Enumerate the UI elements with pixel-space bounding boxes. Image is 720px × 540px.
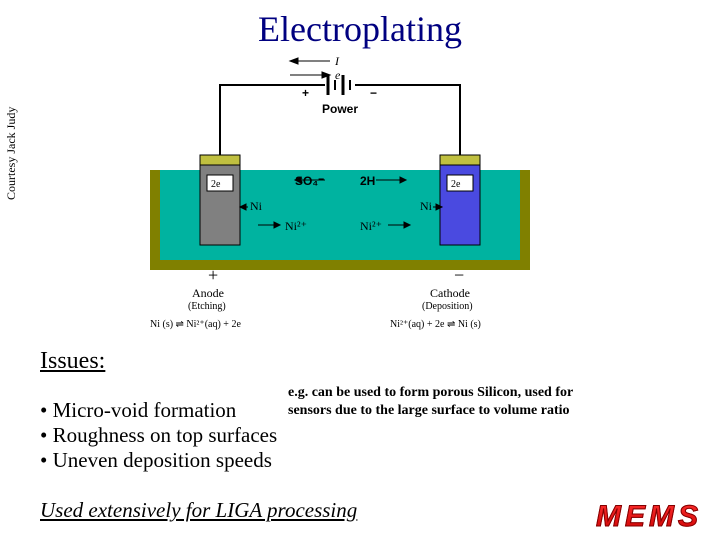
page-title: Electroplating <box>0 8 720 50</box>
electron-label: e <box>335 68 341 82</box>
ni-right: Ni <box>420 199 433 213</box>
bottom-line: Used extensively for LIGA processing <box>40 498 357 523</box>
slide: Electroplating Courtesy Jack Judy I e + … <box>0 0 720 540</box>
issues-list: • Micro-void formation • Roughness on to… <box>40 398 277 474</box>
cathode-label: Cathode <box>430 286 470 300</box>
anode-electrode <box>200 155 240 245</box>
note-text: e.g. can be used to form porous Silicon,… <box>288 384 698 419</box>
mems-logo: MEMS <box>596 500 702 534</box>
cathode-electrode <box>440 155 480 245</box>
cathode-sub: (Deposition) <box>422 301 473 312</box>
note-line-1: e.g. can be used to form porous Silicon,… <box>288 385 573 400</box>
issues-heading: Issues: <box>40 348 105 375</box>
two-e-right: 2e <box>451 179 461 190</box>
power-label: Power <box>322 102 358 116</box>
electroplating-diagram: I e + − Power 2e 2e Ni Ni <box>130 55 560 330</box>
ni-ion-2: Ni²⁺ <box>360 219 382 233</box>
ni-ion-1: Ni²⁺ <box>285 219 307 233</box>
bullet-uneven: • Uneven deposition speeds <box>40 448 277 473</box>
2h-label: 2H <box>360 174 375 188</box>
bullet-microvoid: • Micro-void formation <box>40 398 277 423</box>
minus-terminal: − <box>370 86 377 100</box>
plus-terminal: + <box>302 86 309 100</box>
big-minus: − <box>454 265 464 285</box>
note-line-2: sensors due to the large surface to volu… <box>288 403 570 418</box>
eq-left: Ni (s) ⇌ Ni²⁺(aq) + 2e <box>150 319 241 330</box>
bullet-roughness: • Roughness on top surfaces <box>40 423 277 448</box>
current-label: I <box>334 55 340 68</box>
anode-sub: (Etching) <box>188 301 226 312</box>
two-e-left: 2e <box>211 179 221 190</box>
eq-right: Ni²⁺(aq) + 2e ⇌ Ni (s) <box>390 319 481 330</box>
big-plus: + <box>208 265 218 285</box>
ni-left: Ni <box>250 199 263 213</box>
credit-text: Courtesy Jack Judy <box>4 60 19 200</box>
anode-label: Anode <box>192 286 224 300</box>
